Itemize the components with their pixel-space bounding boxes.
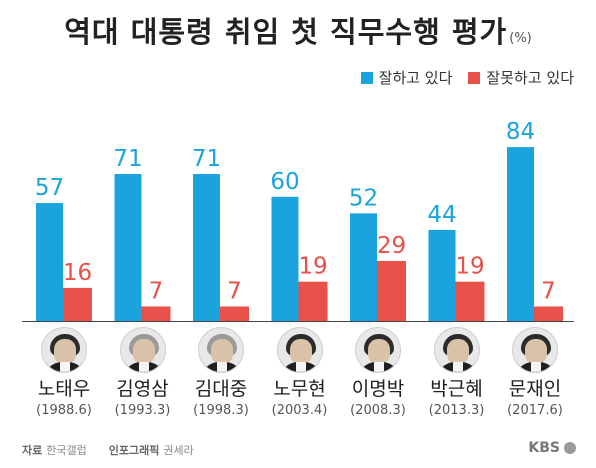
- value-label-good-0: 57: [35, 175, 64, 201]
- bar-bad-3: [298, 281, 328, 321]
- legend-swatch-bad: [468, 71, 481, 84]
- president-name: 노태우: [37, 378, 91, 400]
- kbs-logo: KBS: [528, 440, 576, 456]
- bar-good-1: [114, 174, 142, 321]
- president-term: (2003.4): [271, 403, 328, 418]
- president-term: (2017.6): [507, 403, 563, 418]
- source-credit: 자료 한국갤럽: [22, 442, 87, 458]
- value-label-bad-3: 19: [298, 254, 327, 280]
- value-label-bad-5: 19: [455, 254, 484, 280]
- source-name: 한국갤럽: [46, 444, 87, 457]
- legend: 잘하고 있다 잘못하고 있다: [360, 67, 574, 88]
- value-label-good-3: 60: [270, 169, 299, 195]
- portrait-icon-1: [119, 327, 166, 373]
- president-name: 김영삼: [116, 378, 169, 400]
- president-name: 김대중: [194, 378, 248, 400]
- value-label-bad-4: 29: [377, 233, 406, 259]
- president-name: 이명박: [351, 378, 405, 400]
- unit-label: (%): [509, 31, 532, 46]
- bar-bad-0: [63, 287, 92, 321]
- legend-label-good: 잘하고 있다: [378, 69, 453, 87]
- chart-title: 역대 대통령 취임 첫 직무수행 평가 (%): [0, 9, 596, 51]
- president-term: (2013.3): [428, 403, 485, 418]
- value-label-bad-6: 7: [541, 279, 556, 305]
- bar-good-2: [193, 174, 220, 321]
- president-name: 박근혜: [430, 378, 483, 400]
- president-term: (1993.3): [114, 403, 171, 418]
- portrait-icon-5: [433, 327, 480, 373]
- value-label-good-5: 44: [427, 202, 456, 228]
- title-text: 역대 대통령 취임 첫 직무수행 평가: [64, 15, 508, 49]
- portrait-icon-6: [512, 327, 558, 373]
- bar-bad-2: [220, 306, 249, 321]
- graphic-label: 인포그래픽: [108, 444, 160, 457]
- president-term: (2008.3): [350, 403, 406, 418]
- bar-good-6: [507, 147, 534, 321]
- president-name: 문재인: [508, 378, 562, 400]
- president-term: (1998.3): [193, 403, 249, 418]
- legend-item-good: 잘하고 있다: [360, 67, 453, 88]
- legend-item-bad: 잘못하고 있다: [468, 67, 574, 88]
- legend-swatch-good: [360, 71, 373, 84]
- bar-good-3: [271, 196, 299, 321]
- bar-good-5: [428, 229, 456, 321]
- president-term: (1988.6): [36, 403, 92, 418]
- value-label-bad-2: 7: [227, 279, 242, 305]
- value-label-good-1: 71: [113, 146, 142, 172]
- portrait-icon-4: [355, 327, 401, 373]
- logo-text: KBS: [528, 440, 560, 456]
- designer-name: 권세라: [163, 444, 194, 457]
- value-label-good-6: 84: [506, 119, 535, 145]
- portrait-icon-2: [198, 327, 244, 373]
- president-name: 노무현: [273, 378, 326, 400]
- footer: 자료 한국갤럽 인포그래픽 권세라: [22, 442, 194, 458]
- value-label-bad-1: 7: [149, 279, 164, 305]
- bar-bad-5: [455, 281, 485, 321]
- bar-bad-1: [141, 306, 171, 321]
- value-label-good-4: 52: [349, 185, 378, 211]
- portrait-icon-3: [276, 327, 323, 373]
- graphic-credit: 인포그래픽 권세라: [109, 442, 194, 458]
- bar-good-0: [36, 203, 63, 321]
- value-label-good-2: 71: [192, 146, 221, 172]
- bar-bad-6: [534, 306, 563, 321]
- portrait-icon-0: [41, 327, 87, 373]
- source-label: 자료: [22, 444, 43, 457]
- legend-label-bad: 잘못하고 있다: [486, 69, 574, 87]
- bar-bad-4: [377, 260, 406, 321]
- logo-mark-icon: [564, 442, 576, 454]
- bar-good-4: [350, 213, 377, 321]
- value-label-bad-0: 16: [63, 260, 92, 286]
